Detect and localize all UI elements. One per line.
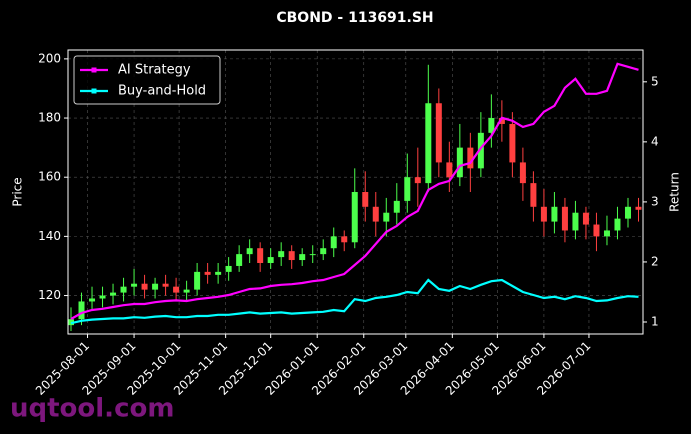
candle-body	[162, 283, 169, 287]
y-tick-label: 200	[38, 51, 61, 65]
candle-body	[498, 118, 505, 124]
candle-body	[614, 218, 621, 231]
line-series	[70, 278, 639, 325]
candle-body	[467, 147, 474, 169]
candle-body	[551, 206, 558, 222]
candle-body	[110, 292, 117, 296]
y-tick-label: 180	[38, 111, 61, 125]
chart-title: CBOND - 113691.SH	[276, 10, 433, 26]
candle-body	[78, 301, 85, 320]
candle-body	[456, 147, 463, 178]
candle-body	[120, 286, 127, 293]
candle-body	[341, 236, 348, 243]
legend-label: Buy-and-Hold	[118, 84, 206, 99]
candle-body	[372, 206, 379, 222]
candle-body	[393, 200, 400, 213]
y2-tick-label: 4	[651, 134, 659, 148]
y2-tick-label: 5	[651, 74, 659, 88]
candle-body	[446, 162, 453, 178]
candle-body	[530, 183, 537, 207]
y2-tick-label: 1	[651, 314, 659, 328]
candle-body	[603, 230, 610, 237]
candle-body	[404, 177, 411, 201]
candle-body	[383, 212, 390, 222]
line-series	[70, 62, 639, 320]
candle-body	[173, 286, 180, 293]
candle-body	[624, 206, 631, 219]
y2-axis-label: Return	[668, 172, 682, 212]
y-tick-label: 160	[38, 170, 61, 184]
candle-body	[540, 206, 547, 222]
candle-body	[635, 206, 642, 210]
candle-body	[225, 265, 232, 272]
candle-body	[257, 248, 264, 263]
candle-body	[99, 295, 106, 299]
candle-body	[351, 192, 358, 243]
candle-body	[572, 212, 579, 231]
y2-tick-label: 3	[651, 194, 659, 208]
plot-frame	[67, 49, 644, 335]
y2-tick-label: 2	[651, 254, 659, 268]
watermark: uqtool.com	[10, 394, 174, 424]
legend-box	[73, 55, 221, 105]
candle-body	[519, 162, 526, 184]
candle-body	[488, 118, 495, 133]
candle-body	[477, 132, 484, 169]
candle-body	[582, 212, 589, 225]
candle-body	[89, 298, 96, 302]
candle-body	[414, 177, 421, 184]
candle-body	[278, 251, 285, 258]
candle-body	[425, 103, 432, 184]
y-tick-label: 140	[38, 229, 61, 243]
y-axis-label: Price	[11, 177, 25, 206]
candle-body	[561, 206, 568, 231]
candle-body	[246, 248, 253, 255]
candle-body	[194, 271, 201, 290]
candle-body	[320, 248, 327, 255]
candle-body	[288, 251, 295, 261]
candle-body	[309, 254, 316, 256]
candle-body	[509, 123, 516, 163]
y-tick-label: 120	[38, 288, 61, 302]
candle-body	[299, 254, 306, 261]
candle-body	[362, 192, 369, 207]
candle-body	[435, 103, 442, 163]
candle-body	[204, 271, 211, 275]
candle-body	[183, 289, 190, 293]
candle-body	[236, 254, 243, 266]
candle-body	[267, 257, 274, 263]
legend-label: AI Strategy	[118, 63, 191, 78]
legend-marker	[91, 88, 97, 94]
legend: AI Strategy Buy-and-Hold	[73, 55, 221, 105]
candle-body	[141, 283, 148, 290]
candle-body	[152, 283, 159, 290]
legend-marker	[91, 67, 97, 73]
candle-body	[215, 271, 222, 275]
candle-body	[330, 236, 337, 249]
candle-body	[131, 283, 138, 287]
candle-body	[593, 224, 600, 237]
